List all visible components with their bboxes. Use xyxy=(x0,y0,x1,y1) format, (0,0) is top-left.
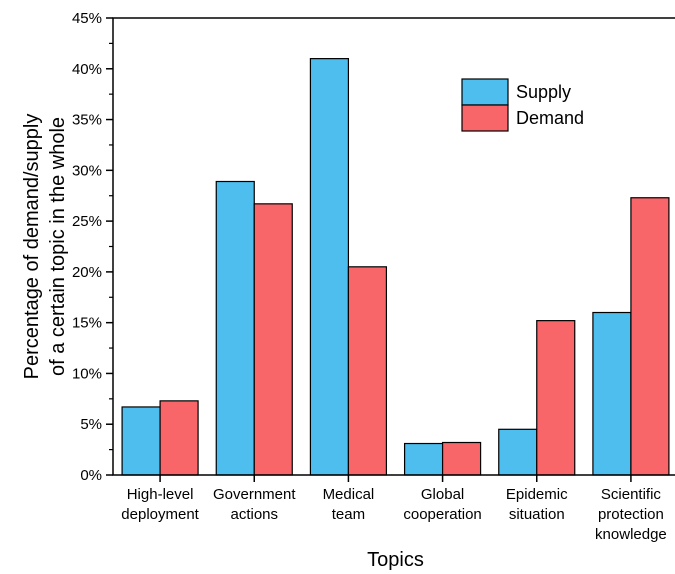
bar-supply-3 xyxy=(403,442,444,476)
plot-frame xyxy=(112,17,675,476)
y-axis-title: Percentage of demand/supply of a certain … xyxy=(21,114,69,380)
x-category-label-line: Government xyxy=(213,486,296,503)
x-category-label-line: Medical xyxy=(323,486,375,503)
y-tick-label: 10% xyxy=(72,365,102,382)
bar-demand-0 xyxy=(159,400,199,476)
x-axis-title: Topics xyxy=(367,549,424,571)
x-category-label: High-level deployment xyxy=(121,486,199,523)
x-axis-ticks xyxy=(159,475,632,482)
x-category-label-line: Scientific xyxy=(601,486,662,503)
y-tick-label: 15% xyxy=(72,315,102,332)
legend-swatch-demand xyxy=(461,104,509,132)
y-axis-ticks: 0% 5% 10% 15% 20% 25% 30% 35% 40% 45% xyxy=(72,10,113,484)
legend-swatch-supply xyxy=(461,78,509,106)
x-category-label: Epidemic situation xyxy=(506,486,568,523)
y-tick-label: 35% xyxy=(72,112,102,129)
bar-supply-1 xyxy=(215,180,255,476)
y-tick-label: 25% xyxy=(72,213,102,230)
y-tick-label: 40% xyxy=(72,61,102,78)
x-category-label: Scientific protection knowledge xyxy=(595,486,667,543)
x-category-label: Government actions xyxy=(213,486,296,523)
x-category-label-line: team xyxy=(332,506,365,523)
x-category-label-line: knowledge xyxy=(595,526,667,543)
y-axis-title-line: Percentage of demand/supply xyxy=(21,114,43,380)
bars xyxy=(121,58,670,476)
legend-label-supply: Supply xyxy=(516,82,571,102)
bar-supply-5 xyxy=(592,311,632,476)
x-category-label-line: actions xyxy=(230,506,278,523)
legend: Supply Demand xyxy=(461,78,584,132)
x-category-label-line: situation xyxy=(509,506,565,523)
x-category-label-line: High-level xyxy=(127,486,194,503)
y-axis-title-text: Percentage of demand/supply of a certain … xyxy=(21,114,69,380)
x-category-label-line: cooperation xyxy=(403,506,481,523)
bar-supply-2 xyxy=(309,58,350,476)
legend-label-demand: Demand xyxy=(516,108,584,128)
y-tick-label: 45% xyxy=(72,10,102,27)
y-axis-title-line: of a certain topic in the whole xyxy=(47,117,69,376)
x-category-label-line: protection xyxy=(598,506,664,523)
bar-demand-5 xyxy=(630,197,670,476)
x-category-label-line: Epidemic xyxy=(506,486,568,503)
x-category-label-line: Global xyxy=(421,486,464,503)
y-tick-label: 20% xyxy=(72,264,102,281)
x-category-label-line: deployment xyxy=(121,506,199,523)
bar-demand-1 xyxy=(253,203,293,476)
bar-supply-0 xyxy=(121,406,161,476)
x-category-label: Global cooperation xyxy=(403,486,481,523)
x-axis-category-labels: High-level deployment Government actions Med… xyxy=(121,486,666,543)
bar-demand-4 xyxy=(536,320,576,476)
y-tick-label: 0% xyxy=(80,467,102,484)
bar-supply-4 xyxy=(498,428,538,476)
bar-demand-2 xyxy=(347,266,388,476)
bar-demand-3 xyxy=(441,441,482,476)
x-category-label: Medical team xyxy=(323,486,375,523)
y-tick-label: 30% xyxy=(72,162,102,179)
y-tick-label: 5% xyxy=(80,416,102,433)
